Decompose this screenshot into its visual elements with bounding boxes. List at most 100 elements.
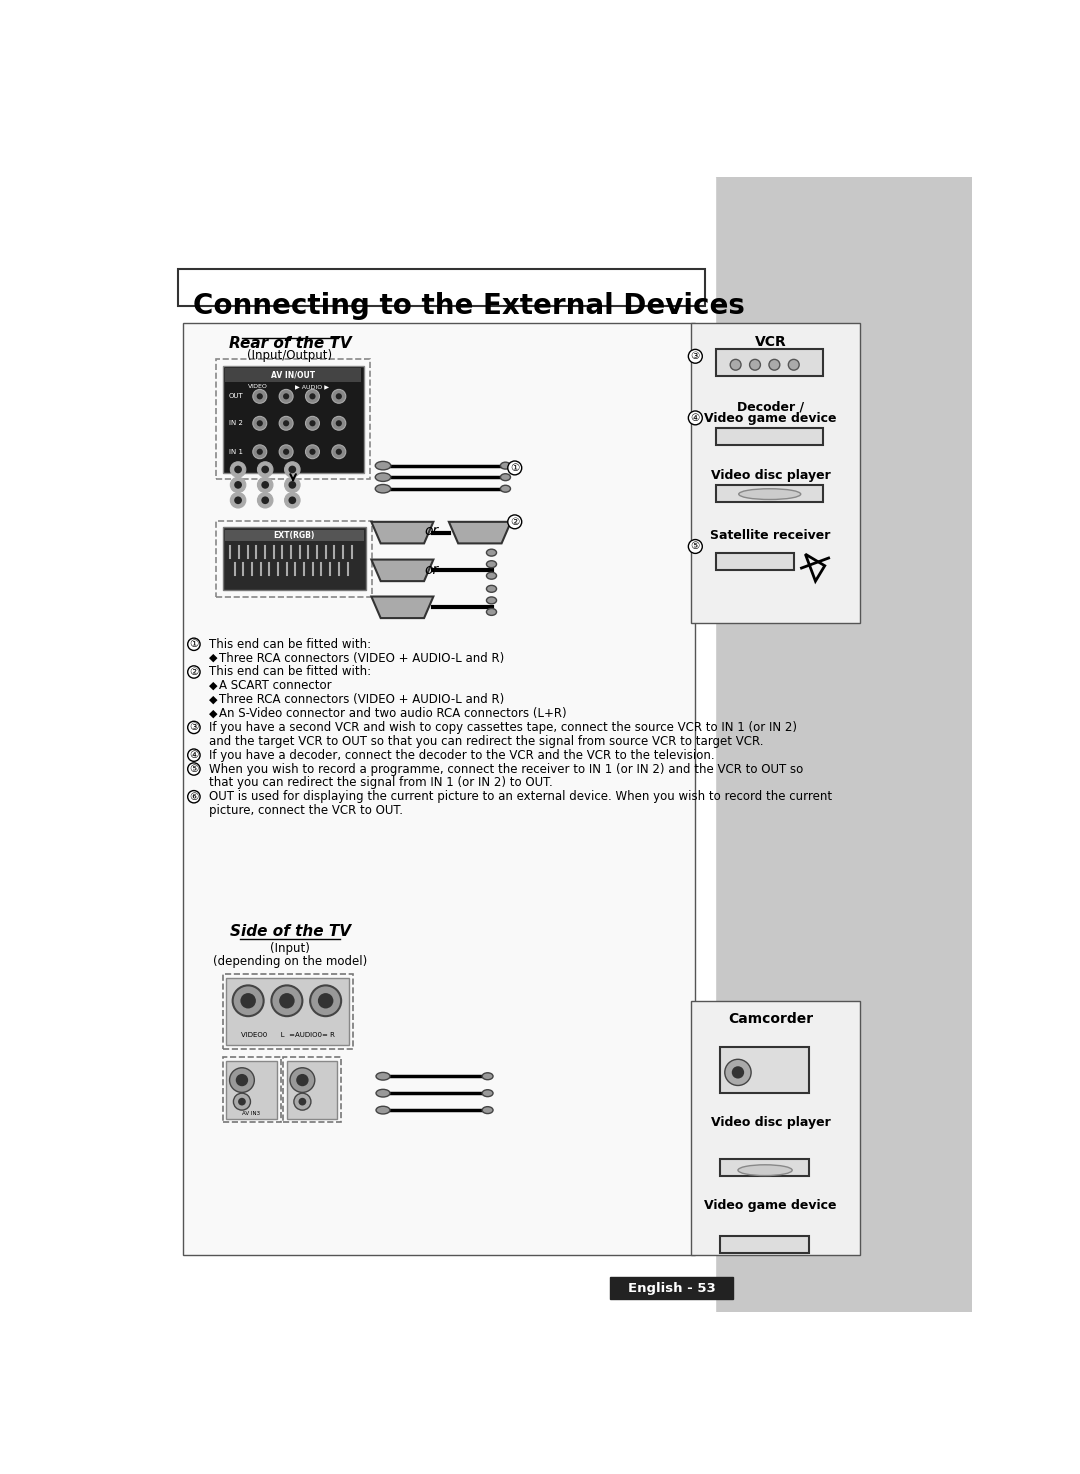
- Text: Decoder /: Decoder /: [737, 399, 805, 413]
- Ellipse shape: [500, 473, 511, 481]
- Bar: [720, 1047, 809, 1094]
- Ellipse shape: [486, 560, 497, 567]
- Circle shape: [234, 466, 242, 473]
- Circle shape: [257, 448, 262, 455]
- Text: AV IN3: AV IN3: [242, 1111, 260, 1116]
- Circle shape: [306, 445, 320, 458]
- Circle shape: [688, 539, 702, 553]
- Text: IN 2: IN 2: [229, 420, 243, 426]
- Circle shape: [284, 478, 300, 492]
- Circle shape: [261, 497, 269, 504]
- Bar: [720, 1160, 809, 1176]
- Bar: [716, 485, 823, 501]
- Bar: [715, 177, 972, 1312]
- Circle shape: [288, 497, 296, 504]
- Circle shape: [232, 986, 264, 1016]
- Circle shape: [188, 790, 200, 803]
- Text: Video game device: Video game device: [704, 411, 837, 425]
- Circle shape: [257, 461, 273, 478]
- Circle shape: [235, 1075, 248, 1086]
- Circle shape: [318, 993, 334, 1008]
- Circle shape: [241, 993, 256, 1008]
- Text: If you have a decoder, connect the decoder to the VCR and the VCR to the televis: If you have a decoder, connect the decod…: [210, 749, 715, 762]
- Circle shape: [332, 445, 346, 458]
- Circle shape: [188, 666, 200, 678]
- Circle shape: [284, 461, 300, 478]
- Circle shape: [309, 420, 315, 426]
- Ellipse shape: [376, 1089, 390, 1097]
- Circle shape: [306, 416, 320, 430]
- Circle shape: [283, 394, 289, 399]
- Circle shape: [788, 360, 799, 370]
- Circle shape: [288, 481, 296, 489]
- Circle shape: [508, 461, 522, 475]
- Text: A SCART connector: A SCART connector: [218, 680, 332, 693]
- Bar: [135, 177, 715, 1312]
- Circle shape: [291, 1067, 314, 1092]
- Circle shape: [234, 497, 242, 504]
- Circle shape: [769, 360, 780, 370]
- Circle shape: [309, 448, 315, 455]
- Text: ⑥: ⑥: [189, 792, 199, 802]
- Text: Three RCA connectors (VIDEO + AUDIO-L and R): Three RCA connectors (VIDEO + AUDIO-L an…: [218, 652, 504, 665]
- Bar: [716, 348, 823, 376]
- Bar: [227, 977, 349, 1045]
- Circle shape: [271, 986, 302, 1016]
- Circle shape: [253, 445, 267, 458]
- Bar: [225, 368, 362, 382]
- Text: ②: ②: [189, 668, 199, 677]
- Text: Side of the TV: Side of the TV: [229, 924, 351, 939]
- FancyBboxPatch shape: [183, 323, 694, 1254]
- Text: Connecting to the External Devices: Connecting to the External Devices: [193, 292, 745, 320]
- Ellipse shape: [375, 461, 391, 470]
- Polygon shape: [449, 522, 511, 544]
- Circle shape: [725, 1060, 751, 1085]
- Ellipse shape: [486, 609, 497, 616]
- Text: ④: ④: [691, 413, 700, 423]
- Circle shape: [188, 638, 200, 650]
- Text: An S-Video connector and two audio RCA connectors (L+R): An S-Video connector and two audio RCA c…: [218, 708, 566, 721]
- Circle shape: [279, 416, 293, 430]
- Circle shape: [310, 986, 341, 1016]
- Text: Rear of the TV: Rear of the TV: [229, 336, 351, 351]
- Circle shape: [279, 445, 293, 458]
- Ellipse shape: [376, 1073, 390, 1080]
- Text: Video game device: Video game device: [704, 1200, 837, 1213]
- Bar: [222, 528, 366, 591]
- Polygon shape: [372, 597, 433, 618]
- Text: OUT is used for displaying the current picture to an external device. When you w: OUT is used for displaying the current p…: [210, 790, 833, 803]
- Circle shape: [188, 749, 200, 761]
- Text: and the target VCR to OUT so that you can redirect the signal from source VCR to: and the target VCR to OUT so that you ca…: [210, 736, 764, 747]
- Text: picture, connect the VCR to OUT.: picture, connect the VCR to OUT.: [210, 805, 404, 817]
- Text: ◆: ◆: [208, 709, 217, 718]
- Text: Camcorder: Camcorder: [728, 1013, 813, 1026]
- Text: ④: ④: [189, 750, 199, 761]
- Text: Video disc player: Video disc player: [711, 1116, 831, 1129]
- Circle shape: [336, 420, 342, 426]
- Circle shape: [257, 394, 262, 399]
- Circle shape: [253, 389, 267, 404]
- Circle shape: [253, 416, 267, 430]
- Circle shape: [238, 1098, 246, 1106]
- Text: If you have a second VCR and wish to copy cassettes tape, connect the source VCR: If you have a second VCR and wish to cop…: [210, 721, 797, 734]
- Bar: [691, 323, 860, 624]
- Ellipse shape: [375, 485, 391, 492]
- Circle shape: [688, 349, 702, 363]
- Text: that you can redirect the signal from IN 1 (or IN 2) to OUT.: that you can redirect the signal from IN…: [210, 777, 553, 790]
- Ellipse shape: [375, 473, 391, 482]
- Circle shape: [306, 389, 320, 404]
- Circle shape: [188, 764, 200, 775]
- Circle shape: [294, 1094, 311, 1110]
- Ellipse shape: [482, 1089, 494, 1097]
- Text: EXT(RGB): EXT(RGB): [273, 531, 315, 539]
- Circle shape: [233, 1094, 251, 1110]
- Circle shape: [279, 389, 293, 404]
- Ellipse shape: [500, 485, 511, 492]
- Circle shape: [234, 481, 242, 489]
- Circle shape: [336, 394, 342, 399]
- Text: ◆: ◆: [208, 681, 217, 691]
- Ellipse shape: [376, 1107, 390, 1114]
- Text: ▶ AUDIO ▶: ▶ AUDIO ▶: [295, 385, 328, 389]
- Bar: [716, 553, 794, 569]
- Circle shape: [230, 461, 246, 478]
